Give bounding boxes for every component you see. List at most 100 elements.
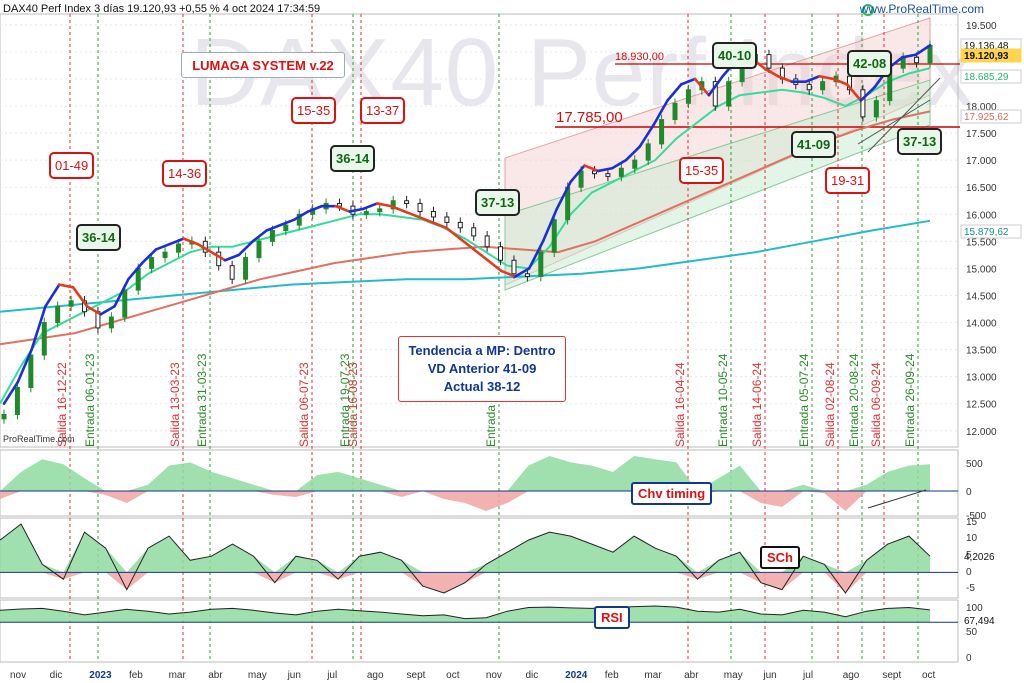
entry-signal-label: Entrada 05-07-24 [797, 353, 811, 447]
price-candle [269, 230, 275, 242]
level-18930-label: 18.930,00 [615, 51, 664, 63]
price-y-tick-label: 16.000 [966, 210, 997, 221]
price-candle [618, 167, 624, 177]
x-month-label: jul [326, 670, 337, 681]
signal-box-green: 36-14 [330, 145, 376, 172]
ma-fast-segment [265, 223, 282, 232]
entry-signal-label: Entrada 10-05-24 [716, 353, 730, 447]
price-candle [363, 211, 369, 215]
price-candle [457, 221, 463, 229]
price-candle [551, 219, 557, 253]
entry-signal-label: Entrada 19-07-23 [338, 353, 352, 447]
site-link[interactable]: www.ProRealTime.com [859, 2, 984, 16]
chv-timing-label: Chv timing [631, 482, 713, 505]
price-candle [149, 257, 155, 269]
price-candle [108, 316, 114, 329]
signal-box-red: 19-31 [825, 167, 871, 194]
ma-fast-segment [666, 83, 683, 102]
ma-fast-segment [486, 258, 503, 273]
price-candle [806, 83, 812, 91]
price-candle [914, 56, 920, 64]
right-price-mid-bg [960, 69, 1022, 84]
price-candle [417, 202, 423, 213]
ma-fast-segment [113, 277, 130, 308]
price-candle [820, 81, 826, 91]
price-y-tick-label: 14.000 [966, 319, 997, 330]
price-y-tick-label: 12.000 [966, 427, 997, 438]
price-candle [591, 170, 597, 175]
price-candle [377, 208, 383, 213]
price-candle [162, 251, 168, 259]
ma-fast-segment [458, 237, 476, 251]
price-candle [256, 240, 262, 259]
price-candle [296, 213, 302, 226]
indicator-y-tick-label: 0 [966, 567, 972, 578]
ma-fast-segment [472, 248, 490, 262]
price-y-tick-label: 12.500 [966, 400, 997, 411]
entry-signal-label: Entrada 26-09-24 [903, 353, 917, 447]
ma-fast-segment [638, 123, 655, 148]
ma-fast-segment [71, 286, 89, 308]
x-month-label: sept [882, 670, 901, 681]
trend-line-3: Actual 38-12 [443, 379, 521, 394]
trend-line-2: VD Anterior 41-09 [427, 361, 537, 376]
price-candle [645, 143, 651, 161]
price-candle [685, 89, 691, 104]
ma-fast-segment [292, 210, 310, 221]
price-candle [390, 200, 396, 210]
chv-trend-line [867, 489, 927, 509]
x-month-label: dic [525, 670, 538, 681]
ma-fast-segment [500, 269, 517, 278]
indicator-y-tick-label: -5 [966, 583, 975, 594]
ma-fast-segment [845, 83, 863, 102]
price-y-tick-label: 13.000 [966, 373, 997, 384]
indicator-y-tick-label: 0 [966, 487, 972, 498]
exit-signal-label: Salida 02-08-24 [823, 362, 837, 447]
ma-long-line [0, 219, 931, 313]
x-month-label: may [724, 670, 743, 681]
ma-fast-segment [127, 261, 144, 281]
chv-timing-positive-area [0, 456, 930, 492]
rsi-current-value: 67,494 [964, 616, 995, 627]
ma-mid-line [0, 67, 931, 405]
x-month-label: ago [367, 670, 384, 681]
price-candle [135, 267, 141, 291]
ma-fast-segment [362, 202, 379, 211]
signal-box-green: 40-10 [712, 42, 758, 69]
ma-fast-segment [914, 44, 932, 56]
price-candle [175, 243, 181, 253]
price-candle [498, 246, 504, 261]
sch-current-value: 4,2026 [964, 552, 995, 563]
price-candle [122, 289, 128, 318]
price-y-tick-label: 15.500 [966, 237, 997, 248]
exit-signal-label: Salida 13-03-23 [168, 362, 182, 447]
rsi-label: RSI [594, 606, 630, 629]
ma-fast-segment [182, 237, 199, 246]
price-candle [860, 89, 866, 118]
x-month-label: abr [684, 670, 699, 681]
price-y-tick-label: 17.500 [966, 129, 997, 140]
x-month-label: 2024 [565, 670, 588, 681]
right-price-slow: 17.925,62 [964, 112, 1009, 123]
ma-fast-segment [804, 74, 821, 83]
price-candle [243, 257, 249, 280]
ma-fast-segment [154, 242, 172, 251]
indicator-y-tick-label: 500 [966, 459, 983, 470]
price-candle [283, 224, 289, 231]
x-month-label: sept [407, 670, 426, 681]
signal-box-red: 15-35 [679, 157, 725, 184]
ma-fast-segment [444, 226, 462, 240]
price-candle [14, 386, 20, 416]
price-candle [511, 259, 517, 275]
ma-fast-segment [196, 242, 213, 254]
price-candle [712, 81, 718, 107]
price-candle [659, 119, 665, 145]
indicator-1-frame [0, 449, 959, 517]
entry-signal-label: Entrada 20-08-24 [847, 353, 861, 447]
ma-fast-segment [818, 74, 835, 81]
ma-fast-segment [140, 248, 158, 265]
ma-fast-segment [85, 304, 103, 316]
ma-fast-segment [99, 304, 116, 316]
x-month-label: feb [129, 670, 143, 681]
ma-fast-segment [652, 99, 669, 127]
